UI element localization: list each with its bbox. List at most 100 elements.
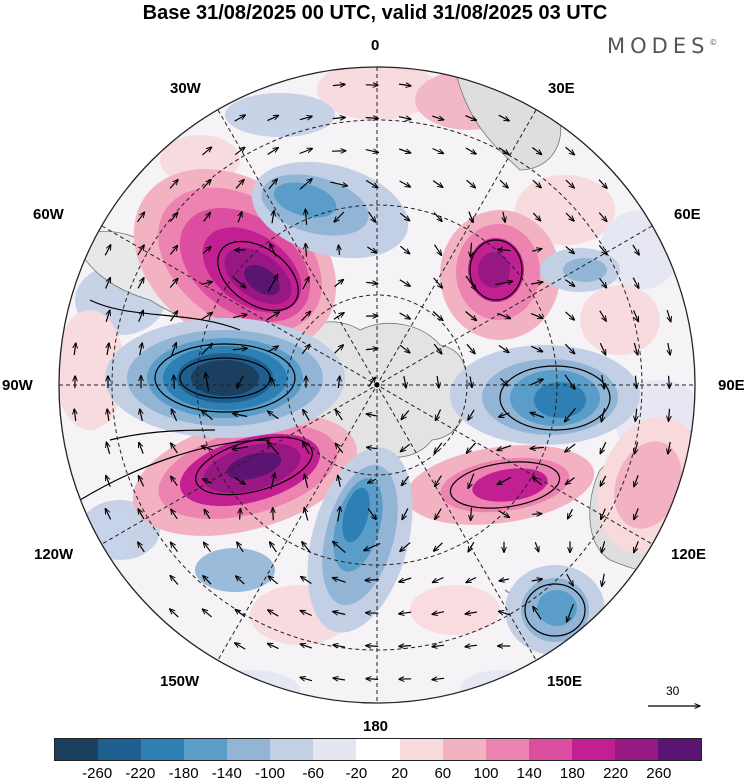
wind-vector-arrow xyxy=(498,510,510,518)
wind-vector-arrow xyxy=(140,343,143,356)
wind-vector-arrow xyxy=(602,374,605,389)
wind-vector-arrow xyxy=(498,345,509,353)
wind-vector-arrow xyxy=(668,342,670,355)
wind-vector-arrow xyxy=(400,443,410,451)
negative-anomaly-ross xyxy=(307,447,413,633)
wind-vector-arrow xyxy=(500,377,508,385)
wind-vector-arrow xyxy=(137,278,144,289)
wind-vector-arrow xyxy=(201,282,213,285)
wind-vector-arrow xyxy=(299,179,312,190)
wind-vector-arrow xyxy=(601,541,604,552)
wind-vector-arrow xyxy=(432,311,443,321)
wind-vector-arrow xyxy=(602,573,605,587)
brand-name: MODES xyxy=(607,34,710,58)
wind-vector-arrow xyxy=(432,678,445,679)
colorbar-swatch xyxy=(98,739,142,760)
colorbar-swatch xyxy=(141,739,185,760)
wind-vector-arrow xyxy=(635,375,636,389)
wind-vector-arrow xyxy=(235,609,246,618)
wind-vector-arrow xyxy=(333,645,346,647)
wind-vector-arrow xyxy=(171,409,178,422)
wind-vector-arrow xyxy=(634,441,637,454)
wind-vector-arrow xyxy=(499,611,510,615)
wind-vector-arrow xyxy=(268,411,279,420)
wind-vector-arrow xyxy=(170,576,179,585)
negative-anomaly-tasman xyxy=(505,565,605,655)
wind-vector-arrow xyxy=(530,379,543,386)
colorbar-swatch xyxy=(571,739,615,760)
wind-vector-arrow xyxy=(564,279,574,287)
wind-vector-arrow xyxy=(565,407,576,422)
colorbar-tick-label: 260 xyxy=(646,765,672,782)
wind-vector-arrow xyxy=(202,147,211,156)
lon-label-60e: 60E xyxy=(674,206,701,223)
wind-vector-arrow xyxy=(339,245,340,255)
lon-label-30w: 30W xyxy=(170,80,201,97)
wind-vector-arrow xyxy=(530,282,543,284)
wind-vector-arrow xyxy=(399,612,412,614)
colorbar-swatch xyxy=(270,739,314,760)
wind-vector-arrow xyxy=(268,643,279,650)
wind-vector-arrow xyxy=(232,447,249,450)
wind-vector-arrow xyxy=(169,246,177,255)
lon-label-120e: 120E xyxy=(671,546,707,563)
wind-vector-arrow xyxy=(433,277,443,288)
lon-label-120w: 120W xyxy=(34,546,74,563)
wind-vector-arrow xyxy=(669,375,670,388)
wind-vector-arrow xyxy=(531,147,541,155)
anomaly-patch xyxy=(225,93,335,137)
wind-vector-arrow xyxy=(434,542,443,551)
wind-vector-arrow xyxy=(398,84,411,86)
wind-vector-arrow xyxy=(138,476,145,487)
wind-vector-arrow xyxy=(300,611,312,617)
wind-vector-arrow xyxy=(530,447,544,448)
wind-vector-arrow xyxy=(334,345,344,354)
wind-vector-arrow xyxy=(336,410,343,421)
wind-vector-arrow xyxy=(267,441,280,455)
wind-vector-arrow xyxy=(270,542,277,553)
wind-vector-arrow xyxy=(567,603,574,622)
colorbar-swatch xyxy=(657,739,701,760)
wind-vector-arrow xyxy=(107,343,109,356)
wind-vector-arrow xyxy=(105,278,111,289)
wind-vector-arrow xyxy=(402,508,409,519)
colorbar-tick-label: 220 xyxy=(603,765,629,782)
colorbar-tick-label: 20 xyxy=(391,765,408,782)
wind-vector-arrow xyxy=(432,612,445,615)
wind-vector-arrow xyxy=(338,376,339,388)
wind-vector-arrow xyxy=(432,180,443,188)
lon-label-90w: 90W xyxy=(2,377,33,394)
reference-vector-label: 30 xyxy=(666,684,680,698)
wind-vector-arrow xyxy=(365,150,379,153)
wind-vector-arrow xyxy=(366,679,379,680)
colorbar-tick-label: 100 xyxy=(473,765,499,782)
wind-vector-arrow xyxy=(599,277,607,288)
colorbar-tick-label: -180 xyxy=(168,765,199,782)
wind-vector-arrow xyxy=(367,447,378,448)
wind-vector-arrow xyxy=(268,576,279,585)
wind-vector-arrow xyxy=(471,507,472,521)
wind-vector-arrow xyxy=(366,646,379,647)
anomaly-patch xyxy=(580,285,660,355)
wind-vector-arrow xyxy=(531,345,542,352)
wind-vector-arrow xyxy=(306,243,307,257)
colorbar-swatch xyxy=(184,739,228,760)
contour-lines xyxy=(79,239,611,637)
wind-vector-arrow xyxy=(170,311,178,322)
wind-vector-arrow xyxy=(204,509,211,520)
wind-vector-arrow xyxy=(267,346,279,353)
wind-vector-arrow xyxy=(303,410,310,421)
colorbar-swatch xyxy=(528,739,572,760)
wind-vector-arrow xyxy=(233,414,248,417)
wind-vector-arrow xyxy=(399,646,412,647)
south-pole-marker xyxy=(374,382,380,388)
wind-vector-arrow xyxy=(532,249,542,252)
wind-vector-arrow xyxy=(204,542,211,553)
wind-vector-arrow xyxy=(366,414,378,416)
wind-vector-arrow xyxy=(368,211,376,222)
colorbar-tick-label: 180 xyxy=(559,765,585,782)
wind-vector-arrow xyxy=(632,244,639,255)
colorbar-tick-label: -220 xyxy=(125,765,156,782)
colorbar-tick-label: 60 xyxy=(434,765,452,782)
